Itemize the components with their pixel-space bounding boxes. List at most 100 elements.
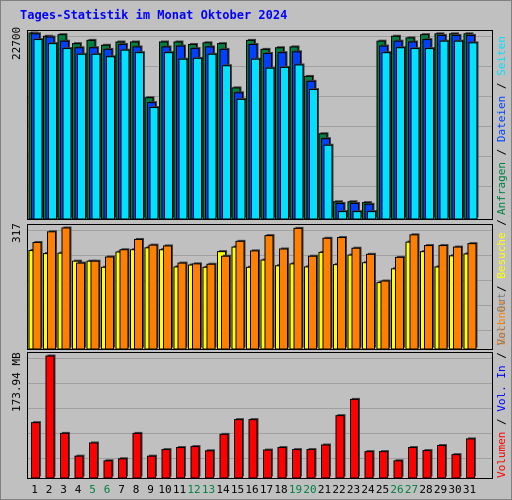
bar-rechner-day-10 bbox=[163, 245, 172, 350]
bar-seiten-day-20 bbox=[309, 89, 318, 220]
bar-rechner-day-9 bbox=[148, 244, 158, 350]
bar-volumen-day-16 bbox=[248, 419, 258, 479]
bar-volumen-day-17 bbox=[263, 449, 272, 479]
x-tick-label-day-21: 21 bbox=[318, 483, 331, 496]
bar-rechner-day-13 bbox=[206, 263, 216, 350]
bar-rechner-day-26 bbox=[395, 256, 404, 350]
bar-seiten-day-31 bbox=[468, 42, 478, 220]
bar-rechner-day-16 bbox=[250, 250, 259, 350]
x-tick-label-day-14: 14 bbox=[216, 483, 230, 496]
legend-volume: Volumen / Vol. In / Vol. Out bbox=[495, 293, 508, 478]
bar-seiten-day-3 bbox=[62, 48, 72, 220]
bar-rechner-day-6 bbox=[105, 256, 114, 350]
x-tick-label-day-27: 27 bbox=[405, 483, 418, 496]
x-tick-label-day-16: 16 bbox=[245, 483, 258, 496]
bar-volumen-day-27 bbox=[408, 447, 417, 479]
chart-title: Tages-Statistik im Monat Oktober 2024 bbox=[20, 8, 287, 22]
bar-rechner-day-25 bbox=[380, 280, 390, 350]
bar-seiten-day-14 bbox=[222, 65, 231, 220]
legend-vol-in: Vol. In bbox=[495, 365, 508, 411]
bar-volumen-day-6 bbox=[103, 460, 113, 479]
bar-rechner-day-1 bbox=[32, 242, 42, 350]
bar-seiten-day-21 bbox=[323, 144, 333, 220]
x-tick-label-day-9: 9 bbox=[147, 483, 154, 496]
x-tick-label-day-13: 13 bbox=[202, 483, 215, 496]
bar-seiten-day-6 bbox=[106, 56, 115, 220]
x-tick-label-day-23: 23 bbox=[347, 483, 360, 496]
bar-seiten-day-17 bbox=[265, 67, 275, 220]
legend-hits: Anfragen / Dateien / Seiten bbox=[495, 36, 508, 215]
bar-seiten-day-15 bbox=[236, 98, 246, 220]
bar-rechner-day-15 bbox=[235, 240, 245, 350]
legend-anfragen: Anfragen bbox=[495, 162, 508, 215]
bar-volumen-day-12 bbox=[190, 446, 200, 479]
bar-rechner-day-21 bbox=[322, 237, 332, 350]
bar-seiten-day-22 bbox=[338, 211, 347, 220]
bar-rechner-day-2 bbox=[47, 231, 56, 350]
bar-seiten-day-28 bbox=[425, 48, 434, 220]
bar-seiten-day-27 bbox=[410, 48, 420, 220]
x-tick-label-day-5: 5 bbox=[89, 483, 96, 496]
bar-rechner-day-17 bbox=[264, 235, 274, 350]
bar-seiten-day-1 bbox=[33, 39, 43, 220]
bar-rechner-day-23 bbox=[351, 247, 361, 350]
bar-rechner-day-3 bbox=[61, 227, 71, 350]
bar-seiten-day-24 bbox=[367, 211, 376, 220]
chart-bars bbox=[28, 31, 479, 479]
bar-volumen-day-30 bbox=[451, 454, 461, 479]
bar-rechner-day-5 bbox=[90, 260, 100, 350]
bar-volumen-day-31 bbox=[466, 438, 475, 479]
legend-vol-out: Vol. Out bbox=[495, 293, 508, 346]
bar-seiten-day-29 bbox=[439, 40, 449, 220]
x-tick-label-day-10: 10 bbox=[158, 483, 171, 496]
legend-dateien: Dateien bbox=[495, 96, 508, 142]
legend-rechner: Rechner bbox=[495, 298, 508, 345]
x-tick-label-day-29: 29 bbox=[434, 483, 447, 496]
bar-volumen-day-9 bbox=[147, 455, 156, 479]
x-tick-label-day-8: 8 bbox=[133, 483, 140, 496]
bar-seiten-day-25 bbox=[381, 52, 391, 220]
bar-volumen-day-18 bbox=[277, 447, 287, 479]
bar-volumen-day-15 bbox=[234, 419, 243, 479]
y-max-label-hits: 22700 bbox=[10, 27, 23, 60]
bar-seiten-day-11 bbox=[178, 58, 188, 220]
bar-rechner-day-11 bbox=[177, 262, 187, 350]
y-max-label-visits: 317 bbox=[10, 223, 23, 243]
x-tick-label-day-31: 31 bbox=[463, 483, 476, 496]
y-max-label-volume: 173.94 MB bbox=[10, 352, 23, 412]
x-tick-label-day-30: 30 bbox=[448, 483, 461, 496]
bar-volumen-day-24 bbox=[364, 451, 374, 479]
legend-seiten: Seiten bbox=[495, 36, 508, 76]
bar-volumen-day-5 bbox=[89, 442, 98, 479]
x-tick-label-day-4: 4 bbox=[75, 483, 82, 496]
x-tick-label-day-7: 7 bbox=[118, 483, 125, 496]
x-tick-label-day-6: 6 bbox=[104, 483, 111, 496]
bar-volumen-day-1 bbox=[31, 422, 40, 479]
bar-seiten-day-30 bbox=[454, 40, 463, 220]
bar-rechner-day-19 bbox=[293, 227, 303, 350]
legend-besuche: Besuche bbox=[495, 232, 508, 278]
x-tick-label-day-1: 1 bbox=[31, 483, 38, 496]
bar-volumen-day-19 bbox=[292, 449, 301, 479]
bar-rechner-day-24 bbox=[366, 253, 375, 350]
bar-rechner-day-14 bbox=[221, 255, 230, 350]
x-tick-label-day-25: 25 bbox=[376, 483, 389, 496]
bar-volumen-day-11 bbox=[176, 447, 185, 479]
legend-volumen: Volumen bbox=[495, 432, 508, 478]
x-tick-label-day-11: 11 bbox=[173, 483, 186, 496]
bar-volumen-day-28 bbox=[422, 450, 432, 479]
x-tick-label-day-3: 3 bbox=[60, 483, 67, 496]
bar-seiten-day-23 bbox=[352, 211, 362, 220]
x-tick-label-day-20: 20 bbox=[303, 483, 316, 496]
bar-volumen-day-2 bbox=[45, 355, 55, 479]
bar-rechner-day-4 bbox=[76, 262, 85, 350]
bar-rechner-day-27 bbox=[409, 234, 419, 350]
bar-volumen-day-20 bbox=[306, 449, 316, 479]
bar-volumen-day-10 bbox=[161, 449, 171, 479]
x-tick-labels: 1 2 3 4 5 6 7 8 9 10 11 12 13 14 15 16 17 18 19 20 21 22 23 24 2… bbox=[31, 483, 476, 496]
bar-rechner-day-22 bbox=[337, 237, 346, 350]
bar-seiten-day-7 bbox=[120, 49, 130, 220]
bar-seiten-day-5 bbox=[91, 53, 101, 220]
x-tick-label-day-26: 26 bbox=[390, 483, 403, 496]
bar-rechner-day-29 bbox=[438, 245, 448, 350]
